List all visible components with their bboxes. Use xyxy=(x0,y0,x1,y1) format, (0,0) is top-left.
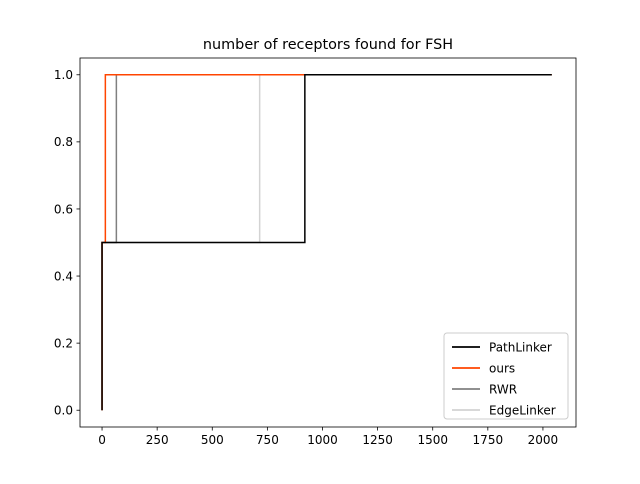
legend-box xyxy=(443,332,569,420)
plot-area xyxy=(101,74,552,411)
legend-label-pathlinker: PathLinker xyxy=(489,341,552,355)
x-tick-label: 2000 xyxy=(528,433,559,447)
axes-frame xyxy=(79,57,577,428)
x-tick-label: 250 xyxy=(146,433,169,447)
x-tick-label: 0 xyxy=(98,433,106,447)
x-tick-label: 1250 xyxy=(362,433,393,447)
y-tick-label: 0.2 xyxy=(54,336,73,350)
legend-label-rwr: RWR xyxy=(489,383,517,397)
x-tick-label: 1500 xyxy=(417,433,448,447)
chart-title: number of receptors found for FSH xyxy=(203,37,453,53)
y-tick-label: 0.8 xyxy=(54,135,73,149)
y-tick-label: 0.4 xyxy=(54,269,73,283)
y-tick-label: 0.0 xyxy=(54,404,73,418)
x-tick-label: 750 xyxy=(256,433,279,447)
x-tick-label: 1000 xyxy=(307,433,338,447)
y-tick-label: 1.0 xyxy=(54,68,73,82)
x-tick-label: 1750 xyxy=(473,433,504,447)
axes: 0 250 500 750 1000 1250 1500 1750 2000 0.0 0.2 0.4 0… xyxy=(54,57,577,447)
y-tick-label: 0.6 xyxy=(54,202,73,216)
series-line-pathlinker xyxy=(101,74,552,411)
x-tick-label: 500 xyxy=(201,433,224,447)
legend-label-ours: ours xyxy=(489,362,515,376)
legend: PathLinker ours RWR EdgeLinker xyxy=(443,332,569,420)
legend-label-edgelinker: EdgeLinker xyxy=(489,404,556,418)
